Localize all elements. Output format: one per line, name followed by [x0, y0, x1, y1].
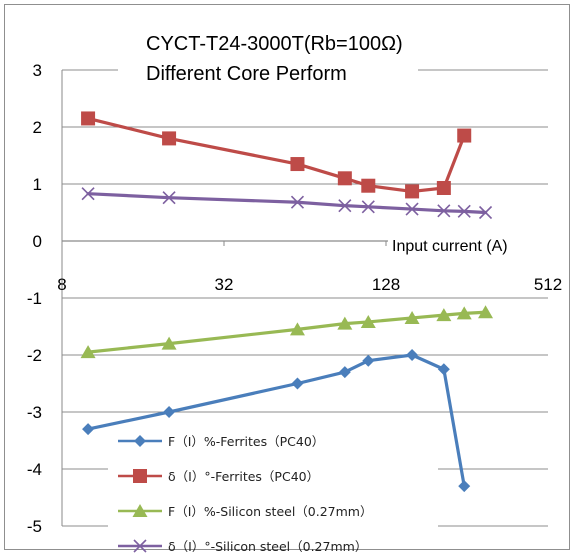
legend-label: F（I）%-Ferrites（PC40） — [168, 434, 324, 449]
axis-layer: -5 -4 -3 -2 -1 0 1 2 3 8 32 128 512 — [27, 61, 562, 536]
data-point-diamond — [458, 480, 471, 493]
data-point-x — [133, 539, 147, 553]
legend-item: δ（I）°-Ferrites（PC40） — [118, 469, 319, 484]
data-point-diamond — [362, 354, 375, 367]
legend-item: δ（I）°-Silicon steel（0.27mm） — [118, 539, 367, 554]
legend-background — [108, 428, 438, 548]
data-point-triangle — [478, 305, 494, 319]
data-point-square — [361, 178, 376, 193]
y-tick-label: -5 — [27, 517, 42, 536]
data-point-x — [162, 191, 176, 205]
x-marker-stroke — [133, 539, 147, 553]
title-background — [118, 23, 418, 87]
x-tick-label: 128 — [372, 275, 400, 294]
x-marker-stroke — [81, 187, 95, 201]
y-tick-label: 1 — [33, 175, 42, 194]
data-point-diamond — [134, 435, 146, 447]
data-point-diamond — [338, 366, 351, 379]
data-point-x — [437, 204, 451, 218]
data-point-diamond — [163, 406, 176, 418]
x-marker-stroke — [290, 195, 305, 209]
data-point-x — [290, 195, 305, 209]
data-point-square — [405, 184, 420, 199]
y-tick-label: -1 — [27, 289, 42, 308]
data-point-triangle — [436, 308, 452, 322]
data-point-x — [457, 204, 471, 218]
data-point-x — [338, 199, 352, 213]
x-marker-stroke — [361, 200, 375, 214]
chart-title-line-2: Different Core Perform — [146, 63, 347, 85]
x-marker-stroke — [478, 205, 493, 220]
data-point-triangle — [360, 314, 376, 328]
data-point-square — [457, 128, 472, 143]
legend: F（I）%-Ferrites（PC40） δ（I）°-Ferrites（PC40）… — [108, 428, 438, 554]
y-tick-label: 0 — [33, 232, 42, 251]
series-group — [81, 187, 493, 220]
x-tick-label: 32 — [215, 275, 234, 294]
data-point-triangle — [404, 310, 420, 324]
data-point-square — [436, 180, 451, 195]
data-point-diamond — [291, 377, 304, 390]
x-marker-stroke — [338, 199, 352, 213]
legend-item: F（I）%-Ferrites（PC40） — [118, 434, 324, 449]
y-tick-label: 2 — [33, 118, 42, 137]
x-marker-stroke — [405, 202, 419, 216]
data-point-x — [405, 202, 419, 216]
series-group — [81, 111, 472, 199]
y-tick-label: 3 — [33, 61, 42, 80]
x-marker-stroke — [162, 191, 176, 205]
data-point-triangle — [132, 504, 148, 517]
data-point-square — [81, 111, 96, 126]
legend-label: δ（I）°-Ferrites（PC40） — [168, 469, 319, 484]
data-point-x — [478, 205, 493, 220]
data-point-diamond — [82, 423, 95, 436]
y-tick-label: -4 — [27, 460, 42, 479]
legend-item: F（I）%-Silicon steel（0.27mm） — [118, 504, 373, 519]
data-point-square — [290, 157, 305, 172]
y-tick-label: -3 — [27, 403, 42, 422]
chart-title-line-1: CYCT-T24-3000T(Rb=100Ω) — [146, 33, 403, 55]
data-point-triangle — [80, 345, 96, 359]
data-point-triangle — [337, 316, 353, 330]
data-point-diamond — [406, 349, 419, 361]
series-line — [86, 353, 466, 488]
x-marker-stroke — [437, 204, 451, 218]
data-point-x — [81, 187, 95, 201]
x-tick-label: 512 — [534, 275, 562, 294]
data-point-diamond — [437, 363, 450, 376]
data-point-square — [337, 171, 352, 186]
series-layer — [80, 111, 494, 493]
x-tick-label: 8 — [57, 275, 66, 294]
data-point-triangle — [289, 322, 305, 336]
series-group — [82, 349, 471, 493]
data-point-x — [361, 200, 375, 214]
series-group — [80, 305, 494, 359]
y-tick-label: -2 — [27, 346, 42, 365]
series-line — [86, 310, 488, 354]
legend-label: δ（I）°-Silicon steel（0.27mm） — [168, 539, 367, 554]
data-point-square — [162, 131, 177, 146]
series-line — [86, 116, 466, 194]
x-axis-label: Input current (A) — [392, 238, 508, 255]
series-line — [86, 192, 488, 215]
data-point-triangle — [161, 336, 177, 350]
legend-label: F（I）%-Silicon steel（0.27mm） — [168, 504, 373, 519]
x-axis-label-background — [388, 233, 552, 255]
x-marker-stroke — [457, 204, 471, 218]
data-point-square — [133, 469, 147, 483]
data-point-triangle — [456, 306, 472, 320]
